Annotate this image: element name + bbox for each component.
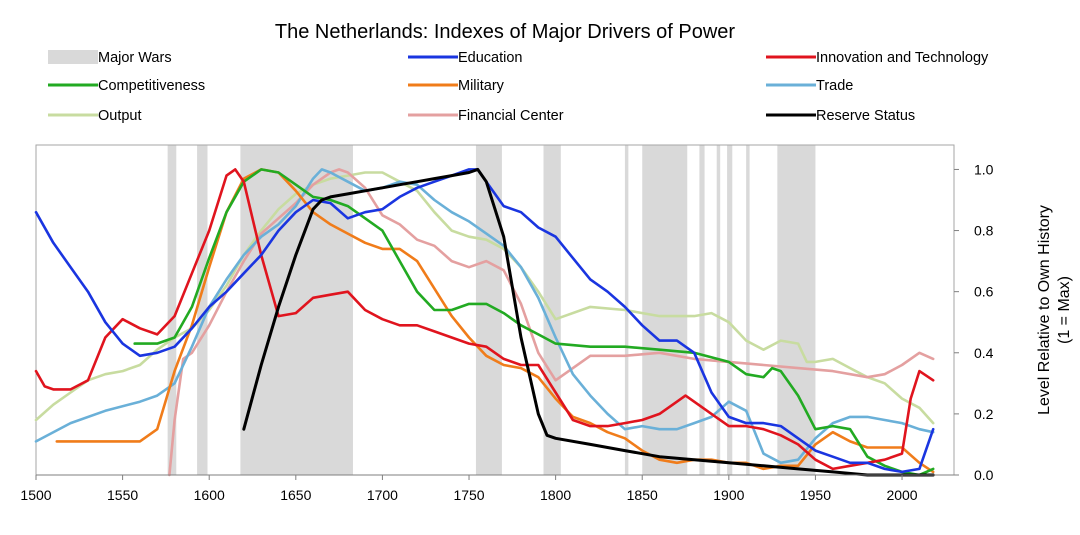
x-tick-label-1950: 1950 (800, 487, 831, 503)
legend-item-output: Output (48, 108, 142, 124)
y-tick-label-4: 0.8 (974, 223, 994, 239)
legend-label-competitiveness: Competitiveness (98, 78, 205, 94)
x-tick-label-1500: 1500 (20, 487, 51, 503)
x-axis-ticks: 1500 1550 1600 1650 1700 1750 1800 1850 1900 1950… (20, 475, 918, 503)
war-band-10 (727, 145, 733, 475)
legend-item-military: Military (408, 78, 505, 94)
legend-label-financial-center: Financial Center (458, 108, 564, 124)
legend-item-financial-center: Financial Center (408, 108, 564, 124)
war-band-11 (746, 145, 750, 475)
legend-label-education: Education (458, 50, 523, 66)
x-tick-label-1900: 1900 (713, 487, 744, 503)
war-band-8 (699, 145, 705, 475)
war-band-2 (197, 145, 208, 475)
legend-label-military: Military (458, 78, 505, 94)
series-line-innovation-and-technology (34, 168, 935, 471)
legend-label-trade: Trade (816, 78, 853, 94)
legend-label-reserve-status: Reserve Status (816, 108, 915, 124)
war-band-7 (642, 145, 688, 475)
y-axis-ticks: 0.0 0.2 0.4 0.6 0.8 1.0 (954, 161, 994, 483)
legend-label-major-wars: Major Wars (98, 50, 172, 66)
x-tick-label-1800: 1800 (540, 487, 571, 503)
y-axis-label: Level Relative to Own History (1036, 205, 1053, 415)
y-axis-label-sub: (1 = Max) (1056, 276, 1073, 344)
war-band-5 (543, 145, 561, 475)
y-tick-label-0: 0.0 (974, 467, 994, 483)
legend: Major Wars Education Innovation and Techno… (48, 50, 989, 124)
x-tick-label-1750: 1750 (453, 487, 484, 503)
y-tick-label-2: 0.4 (974, 345, 994, 361)
war-band-1 (167, 145, 177, 475)
legend-item-competitiveness: Competitiveness (48, 78, 205, 94)
legend-item-major-wars: Major Wars (48, 50, 172, 66)
x-tick-label-1700: 1700 (367, 487, 398, 503)
series-line-reserve-status (242, 167, 935, 477)
war-band-9 (716, 145, 721, 475)
legend-swatch-major-wars (48, 50, 98, 64)
chart-title: The Netherlands: Indexes of Major Driver… (275, 21, 736, 43)
series-line-output (34, 171, 935, 425)
legend-label-output: Output (98, 108, 142, 124)
series-line-competitiveness (133, 168, 935, 477)
legend-item-education: Education (408, 50, 523, 66)
y-tick-label-3: 0.6 (974, 284, 994, 300)
x-tick-label-1850: 1850 (627, 487, 658, 503)
legend-item-reserve-status: Reserve Status (766, 108, 915, 124)
war-band-12 (777, 145, 816, 475)
x-tick-label-2000: 2000 (886, 487, 917, 503)
y-tick-label-1: 0.2 (974, 406, 994, 422)
series-line-trade (34, 168, 935, 465)
legend-label-innovation-and-technology: Innovation and Technology (816, 50, 989, 66)
legend-item-innovation-and-technology: Innovation and Technology (766, 50, 989, 66)
x-tick-label-1600: 1600 (194, 487, 225, 503)
x-tick-label-1550: 1550 (107, 487, 138, 503)
x-tick-label-1650: 1650 (280, 487, 311, 503)
major-wars-bands (167, 145, 816, 475)
series-lines (34, 167, 935, 477)
y-tick-label-5: 1.0 (974, 161, 994, 177)
legend-item-trade: Trade (766, 78, 853, 94)
series-line-financial-center (168, 168, 935, 477)
